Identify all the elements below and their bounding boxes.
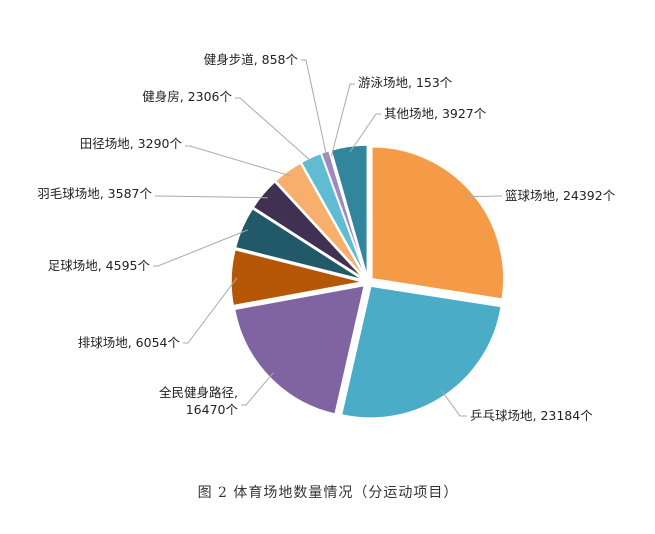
slice-label: 全民健身路径, 16470个 <box>159 385 238 417</box>
leader-line <box>185 145 292 177</box>
slice-label: 足球场地, 4595个 <box>48 258 151 273</box>
leader-line <box>349 113 381 153</box>
pie-slice <box>234 207 364 281</box>
slice-label: 排球场地, 6054个 <box>78 335 181 350</box>
chart-caption: 图 2 体育场地数量情况（分运动项目） <box>198 485 459 501</box>
slice-label: 健身步道, 858个 <box>204 52 299 67</box>
leader-line <box>155 195 268 199</box>
leader-lines <box>153 59 502 417</box>
pie-slice <box>230 248 364 307</box>
pie-slice <box>233 284 366 416</box>
pie-slice <box>340 285 503 419</box>
pie-slice <box>371 145 505 300</box>
pie-slice <box>252 180 365 280</box>
slice-label: 乒乓球场地, 23184个 <box>470 408 593 423</box>
pie-slices <box>230 144 505 419</box>
leader-line <box>467 195 502 198</box>
leader-line <box>183 277 238 344</box>
slice-label: 田径场地, 3290个 <box>80 136 183 151</box>
slice-label: 健身房, 2306个 <box>142 89 232 104</box>
leader-line <box>235 97 314 164</box>
slice-label: 游泳场地, 153个 <box>358 75 453 90</box>
leader-line <box>330 83 355 157</box>
leader-line <box>301 59 328 158</box>
leader-line <box>441 390 467 417</box>
leader-line <box>241 372 274 406</box>
pie-slice <box>274 161 366 279</box>
slice-label: 羽毛球场地, 3587个 <box>37 186 152 201</box>
pie-slice <box>330 144 369 278</box>
slice-label: 篮球场地, 24392个 <box>505 188 616 203</box>
slice-label: 其他场地, 3927个 <box>384 106 487 121</box>
leader-line <box>153 229 249 267</box>
